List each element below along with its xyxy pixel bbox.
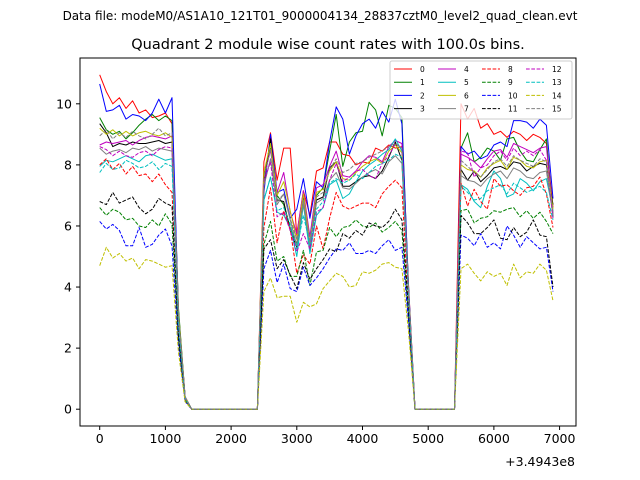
legend-label-11: 11 [508,105,518,114]
legend-label-2: 2 [420,91,425,100]
legend-label-6: 6 [464,91,469,100]
legend-label-1: 1 [420,78,425,87]
y-tick-label: 2 [64,341,72,356]
y-tick-label: 6 [64,218,72,233]
series-line-10 [99,221,554,410]
legend-label-9: 9 [508,78,513,87]
legend-label-4: 4 [464,65,469,74]
legend-label-0: 0 [420,65,425,74]
plot-lines [99,74,554,410]
legend-label-15: 15 [552,105,562,114]
axes-frame [79,57,577,427]
legend-label-8: 8 [508,65,513,74]
y-tick-label: 4 [64,280,72,295]
x-tick-label: 6000 [478,431,510,446]
x-tick-label: 7000 [544,431,576,446]
series-line-14 [99,246,554,410]
legend-label-13: 13 [552,78,562,87]
x-tick-label: 1000 [149,431,181,446]
legend-label-3: 3 [420,105,425,114]
y-axis: 0 2 4 6 8 10 [56,96,80,417]
x-axis: 0 1000 2000 3000 4000 5000 6000 7000 [96,426,576,446]
x-tick-label: 5000 [412,431,444,446]
series-line-2 [99,83,554,410]
x-offset-label: +3.4943e8 [505,454,575,469]
x-tick-label: 2000 [215,431,247,446]
series-line-13 [99,153,554,410]
chart-title: Quadrant 2 module wise count rates with … [131,37,525,53]
y-tick-label: 8 [64,157,72,172]
y-tick-label: 10 [56,96,72,111]
legend-label-5: 5 [464,78,469,87]
x-tick-label: 3000 [281,431,313,446]
y-tick-label: 0 [64,402,72,417]
legend-label-7: 7 [464,105,469,114]
series-line-9 [99,207,554,410]
legend-box [389,60,573,120]
x-tick-label: 4000 [347,431,379,446]
x-tick-label: 0 [96,431,104,446]
legend-label-12: 12 [552,65,562,74]
suptitle: Data file: modeM0/AS1A10_121T01_90000041… [63,9,578,23]
legend-label-14: 14 [552,91,562,100]
series-line-11 [99,191,554,410]
series-line-15 [99,127,554,410]
legend-label-10: 10 [508,91,518,100]
